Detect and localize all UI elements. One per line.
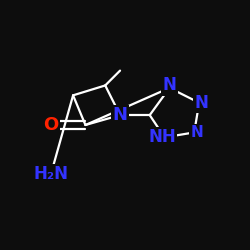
Text: H₂N: H₂N bbox=[33, 166, 68, 184]
Text: N: N bbox=[190, 125, 203, 140]
Text: N: N bbox=[195, 94, 208, 112]
Text: N: N bbox=[112, 106, 128, 124]
Text: N: N bbox=[162, 76, 176, 94]
Text: O: O bbox=[43, 116, 59, 134]
Text: NH: NH bbox=[148, 128, 176, 146]
